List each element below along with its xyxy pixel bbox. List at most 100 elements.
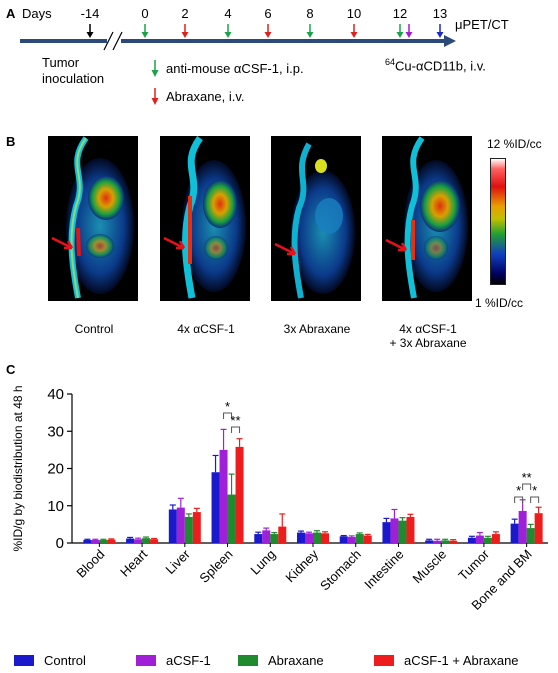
legend-abraxane-text: Abraxane, i.v. [166,89,245,104]
timeline-diagram: -14 0 2 4 6 8 10 12 13 [20,6,456,105]
bar [475,535,484,543]
significance-bracket [522,483,532,490]
x-tick-label: Muscle [410,547,450,587]
bar [184,516,193,543]
bar [83,540,92,543]
days-label: Days [22,6,52,21]
y-tick-label: 0 [56,535,64,552]
day-tick-label: 12 [393,6,407,21]
bar [99,540,108,543]
bar [262,530,271,543]
pet-image-combination [382,136,472,301]
caption-control: Control [74,322,114,336]
bar [483,537,492,543]
bar [382,522,391,543]
legend-label: aCSF-1 + Abraxane [404,653,519,668]
pet-ct-label: μPET/CT [455,17,509,32]
tracer-arrow-head [405,32,413,38]
bar [339,536,348,543]
y-tick-label: 40 [47,386,64,403]
legend-swatch [238,655,258,666]
significance-marker: * [532,483,537,498]
significance-bracket [514,496,524,503]
bar [534,513,543,543]
bar [254,534,263,543]
day-arrow-head [306,32,314,38]
bar [297,532,305,543]
day-arrow-head [181,32,189,38]
x-tick-label: Liver [162,546,193,577]
day-arrow-head [86,32,94,38]
bar [363,535,372,543]
day-tick-label: 8 [306,6,313,21]
significance-marker: ** [522,470,532,485]
legend-csf1-text: anti-mouse αCSF-1, i.p. [166,61,304,76]
tumor-label-1: Tumor [42,55,80,70]
pet-image-abraxane [271,136,361,301]
bar [390,518,399,543]
pet-image-control [48,136,138,301]
legend-swatch [374,655,394,666]
y-tick-label: 30 [47,423,64,440]
panel-c-label: C [6,362,16,377]
caption-abraxane: 3x Abraxane [283,322,351,336]
tracer-text: Cu-αCD11b, i.v. [395,58,486,74]
bar [270,534,279,543]
caption-combination: 4x αCSF-1 + 3x Abraxane [389,322,467,350]
x-tick-label: Blood [73,547,107,581]
bar [126,538,135,543]
bar [347,537,356,543]
bar [433,540,442,543]
x-tick-label: Lung [247,547,278,578]
bar [192,512,201,543]
pet-image-acsf1 [160,136,250,301]
legend-swatch [14,655,34,666]
bar [107,539,116,543]
scale-min-label: 1 %ID/cc [475,296,524,310]
significance-bracket [231,426,241,433]
color-scale-bar [490,158,506,285]
x-tick-label: Bone and BM [468,547,534,613]
tracer-superscript: 64 [385,57,396,67]
caption-acsf1: 4x αCSF-1 [177,322,235,336]
tumor-label-2: inoculation [42,71,105,86]
bar [227,494,236,543]
bar [518,510,527,543]
legend-swatch [136,655,156,666]
day-tick-label: 4 [224,6,231,21]
bar [526,528,535,543]
significance-marker: ** [230,413,240,428]
bar [355,534,364,543]
significance-bracket [530,496,540,503]
day-tick-label: 2 [181,6,188,21]
panel-b-label: B [6,134,16,149]
scale-max-label: 12 %ID/cc [487,137,542,151]
bar [150,539,159,543]
day-arrow-head [141,32,149,38]
legend-green-arrow-head [151,70,159,77]
bar [211,472,220,543]
timeline-arrowhead [444,35,456,47]
x-tick-label: Stomach [317,547,364,594]
day-arrow-head [264,32,272,38]
bar [305,533,313,543]
significance-bracket [223,412,233,419]
tracer-label: 64Cu-αCD11b, i.v. [385,57,486,73]
bar [168,509,177,543]
bar [425,540,434,543]
bar [91,540,100,543]
panel-a-label: A [6,6,16,21]
legend-label: aCSF-1 [166,653,211,668]
x-tick-label: Heart [117,546,150,579]
legend-label: Abraxane [268,653,324,668]
axis-break-mark [103,31,114,51]
x-tick-label: Spleen [196,547,235,586]
bar [321,533,329,543]
bar [313,532,321,543]
x-tick-label: Tumor [455,546,492,583]
day-tick-label: 13 [433,6,447,21]
bar [406,516,415,543]
y-axis-label: %ID/g by biodistribution at 48 h [11,385,25,551]
bar [398,520,407,543]
bar [219,449,228,543]
